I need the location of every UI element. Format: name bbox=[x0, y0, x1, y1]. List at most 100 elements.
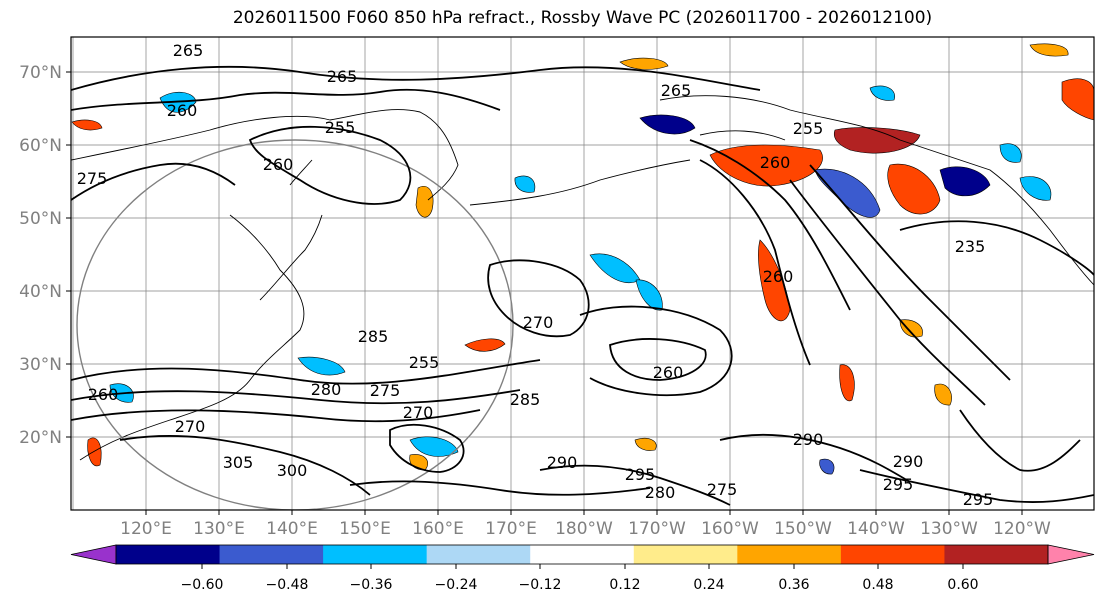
contour-line bbox=[689, 139, 851, 311]
longitude-label: 170°E bbox=[485, 519, 537, 539]
colorbar bbox=[70, 544, 1095, 565]
colorbar-tick-label: −0.36 bbox=[350, 577, 393, 593]
contour-line bbox=[349, 480, 651, 496]
negative-anomaly-shading bbox=[869, 85, 896, 101]
positive-anomaly-shading bbox=[899, 319, 923, 338]
contour-label: 295 bbox=[963, 490, 994, 509]
colorbar-segment bbox=[840, 545, 945, 564]
aleutians-coastline bbox=[469, 159, 691, 206]
contour-label: 260 bbox=[763, 267, 794, 286]
positive-anomaly-shading bbox=[619, 57, 669, 70]
contour-line bbox=[579, 305, 733, 397]
colorbar-tick-labels: −0.60 −0.48 −0.36 −0.24 −0.12 0.12 0.24 0.36 0.4… bbox=[181, 564, 979, 593]
refractivity-contours bbox=[71, 65, 1094, 506]
contour-line bbox=[71, 65, 761, 91]
colorbar-tick-label: 0.24 bbox=[693, 577, 724, 593]
colorbar-tick-label: 0.36 bbox=[778, 577, 809, 593]
negative-anomaly-shading bbox=[939, 166, 991, 197]
contour-label: 295 bbox=[625, 465, 656, 484]
map-panel: 2652652652602552602752552602352602702852… bbox=[70, 36, 1095, 511]
longitude-label: 120°W bbox=[993, 519, 1051, 539]
contour-line bbox=[789, 179, 986, 406]
chart-title: 2026011500 F060 850 hPa refract., Rossby… bbox=[232, 8, 933, 28]
contour-label: 260 bbox=[653, 363, 684, 382]
positive-anomaly-shading bbox=[887, 163, 941, 215]
alaska-coastline bbox=[699, 130, 786, 141]
contour-label: 260 bbox=[167, 101, 198, 120]
contour-line bbox=[719, 433, 911, 483]
colorbar-tick-label: −0.48 bbox=[266, 577, 309, 593]
asia-coastline bbox=[71, 109, 459, 201]
longitude-label: 150°E bbox=[339, 519, 391, 539]
contour-label: 290 bbox=[893, 452, 924, 471]
contour-label: 270 bbox=[175, 417, 206, 436]
latitude-label: 20°N bbox=[19, 428, 62, 448]
longitude-label: 180°W bbox=[555, 519, 613, 539]
negative-anomaly-shading bbox=[819, 458, 835, 475]
positive-anomaly-shading bbox=[839, 364, 855, 402]
contour-label: 265 bbox=[173, 41, 204, 60]
longitude-label: 140°E bbox=[266, 519, 318, 539]
rossby-wave-circle bbox=[76, 139, 514, 510]
asia-coastline bbox=[79, 214, 305, 461]
contour-line bbox=[71, 88, 501, 111]
negative-anomaly-shading bbox=[297, 356, 346, 376]
contour-label: 260 bbox=[760, 153, 791, 172]
contour-label: 260 bbox=[263, 155, 294, 174]
contour-label: 300 bbox=[277, 461, 308, 480]
longitude-label: 130°W bbox=[920, 519, 978, 539]
colorbar-tick-label: −0.12 bbox=[519, 577, 562, 593]
longitude-label: 120°E bbox=[120, 519, 172, 539]
contour-line bbox=[71, 389, 521, 405]
positive-anomaly-shading bbox=[1061, 78, 1094, 121]
map-background bbox=[71, 37, 1094, 510]
negative-anomaly-shading bbox=[1019, 176, 1052, 201]
contour-line bbox=[248, 125, 412, 205]
contour-label: 270 bbox=[523, 313, 554, 332]
colorbar-segment bbox=[633, 545, 738, 564]
latitude-label: 70°N bbox=[19, 63, 62, 83]
contour-label: 290 bbox=[793, 430, 824, 449]
latitude-labels: 20°N 30°N 40°N 50°N 60°N 70°N bbox=[19, 63, 71, 448]
contour-line bbox=[487, 259, 590, 338]
longitude-label: 150°W bbox=[774, 519, 832, 539]
contour-label: 275 bbox=[370, 381, 401, 400]
contour-label: 255 bbox=[793, 119, 824, 138]
contour-label: 270 bbox=[403, 403, 434, 422]
rossby-wave-circle-outline bbox=[76, 139, 514, 510]
positive-anomaly-shading bbox=[415, 186, 434, 218]
contour-label: 260 bbox=[88, 385, 119, 404]
contour-label: 280 bbox=[645, 483, 676, 502]
colorbar-tick-label: 0.48 bbox=[862, 577, 893, 593]
contour-label: 285 bbox=[358, 327, 389, 346]
negative-anomaly-shading bbox=[814, 168, 881, 218]
positive-anomaly-shading bbox=[833, 127, 921, 154]
north-america-coastline bbox=[659, 95, 1094, 286]
longitude-label: 140°W bbox=[847, 519, 905, 539]
contour-label: 280 bbox=[311, 380, 342, 399]
map-frame bbox=[70, 36, 1095, 511]
positive-anomaly-shading bbox=[71, 119, 103, 131]
contour-label: 255 bbox=[325, 118, 356, 137]
positive-anomaly-shading bbox=[1029, 43, 1069, 57]
contour-label: 295 bbox=[883, 475, 914, 494]
longitude-labels: 120°E 130°E 140°E 150°E 160°E 170°E 180°W 170°W… bbox=[120, 510, 1051, 539]
colorbar-segment bbox=[426, 545, 531, 564]
graticule bbox=[71, 37, 1094, 510]
contour-line bbox=[959, 409, 1081, 472]
contour-line bbox=[859, 469, 1094, 503]
positive-anomaly-shading bbox=[634, 438, 657, 451]
contour-label: 265 bbox=[327, 67, 358, 86]
colorbar-segment bbox=[530, 545, 635, 564]
contour-labels: 2652652652602552602752552602352602702852… bbox=[77, 41, 994, 509]
contour-line bbox=[539, 464, 731, 506]
contour-label: 255 bbox=[409, 353, 440, 372]
contour-line bbox=[899, 220, 1094, 276]
colorbar-tick-label: 0.12 bbox=[609, 577, 640, 593]
contour-label: 235 bbox=[955, 237, 986, 256]
contour-line bbox=[119, 435, 371, 496]
positive-anomaly-shading bbox=[709, 144, 823, 187]
latitude-label: 40°N bbox=[19, 282, 62, 302]
colorbar-tick-label: 0.60 bbox=[947, 577, 978, 593]
latitude-label: 50°N bbox=[19, 209, 62, 229]
